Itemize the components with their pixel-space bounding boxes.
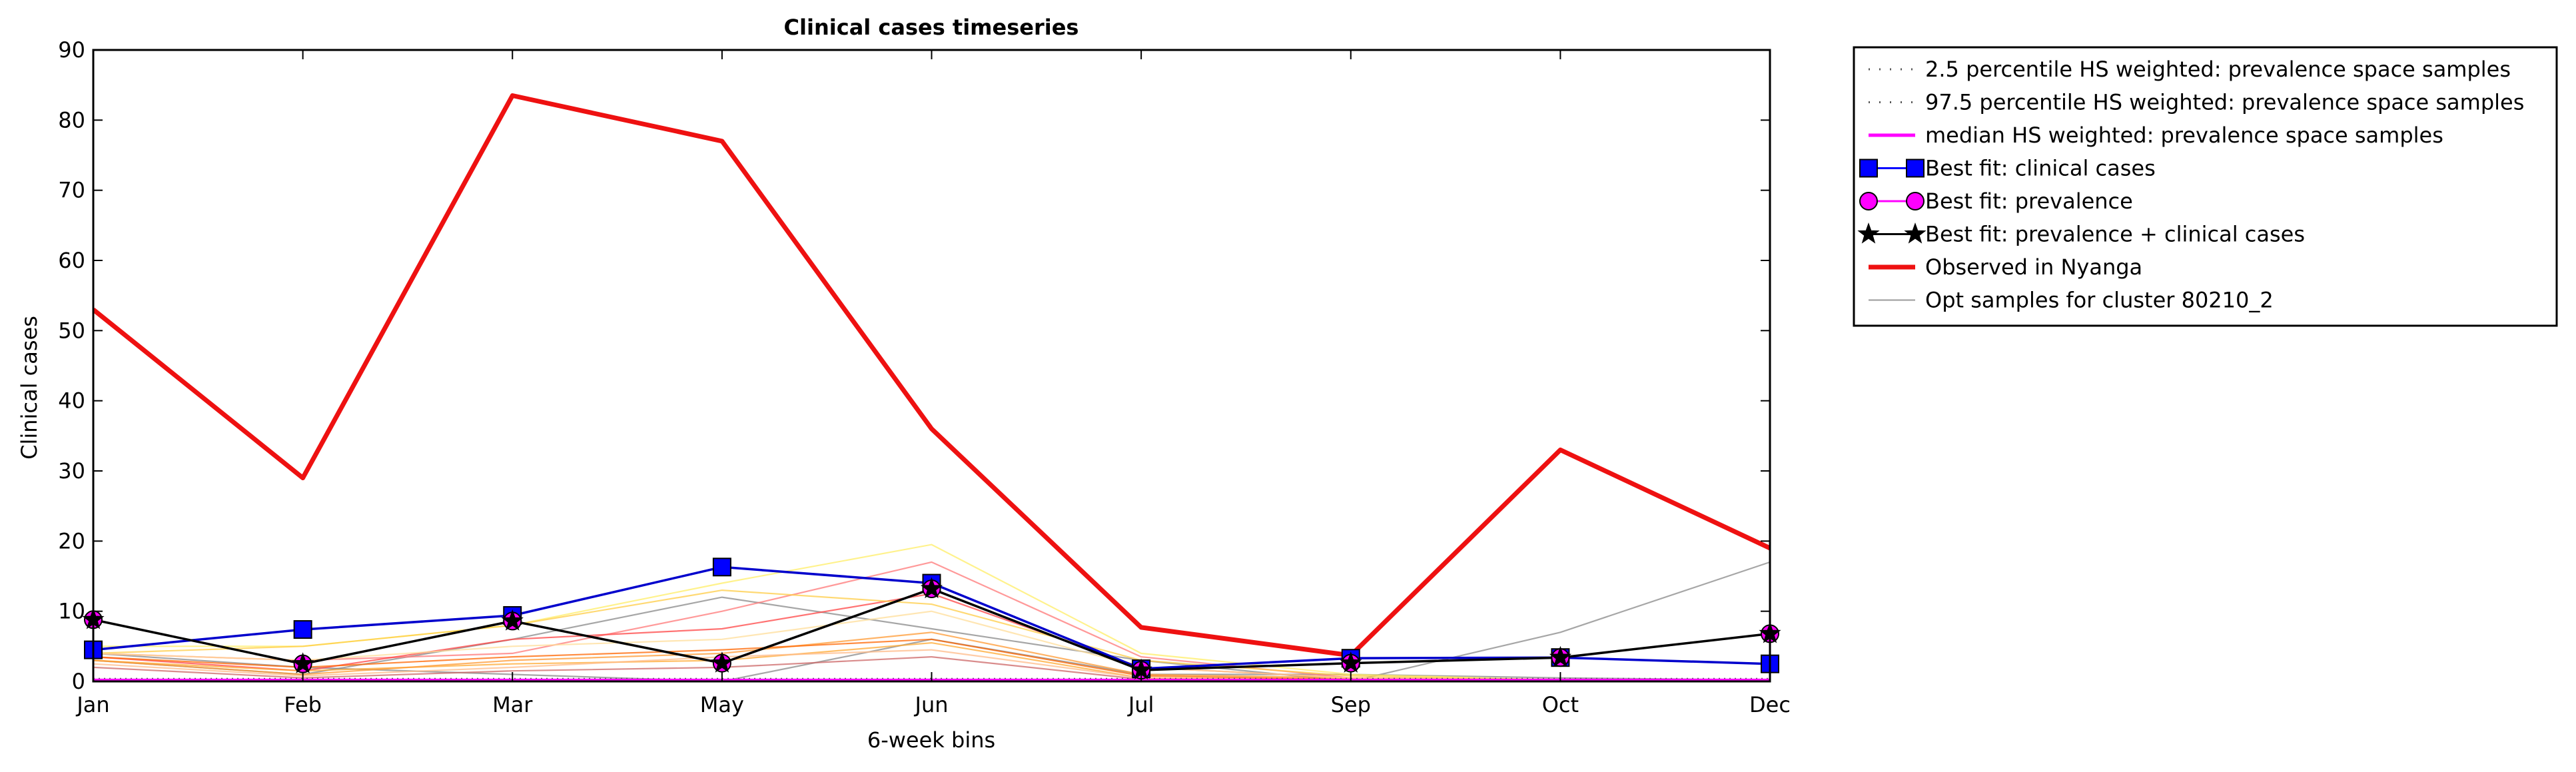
legend-label: Best fit: prevalence + clinical cases [1925, 222, 2305, 247]
observed-line [93, 93, 1770, 658]
x-tick-label: May [700, 692, 744, 717]
plot-area: 0 10 20 30 40 50 60 70 80 90 Jan Feb Mar May Jun Jul Sep… [58, 37, 1791, 717]
y-tick-label: 30 [58, 458, 85, 484]
x-tick-label: Oct [1542, 692, 1579, 717]
x-tick-label: Jun [914, 692, 949, 717]
legend-label: Opt samples for cluster 80210_2 [1925, 288, 2274, 313]
best-fit-clinical-point [293, 620, 312, 639]
legend-marker [1859, 159, 1878, 178]
y-tick-label: 60 [58, 248, 85, 273]
legend-label: Best fit: clinical cases [1925, 156, 2156, 181]
legend-label: Best fit: prevalence [1925, 189, 2133, 214]
opt-sample-line-12 [93, 610, 1770, 681]
best-fit-prev-clinical-point [291, 652, 314, 673]
x-axis-title: 6-week bins [867, 727, 995, 753]
legend-item: Best fit: prevalence [1859, 189, 2133, 214]
legend-label: 2.5 percentile HS weighted: prevalence s… [1925, 57, 2511, 82]
best-fit-prev-clinical-point [501, 609, 524, 631]
legend-marker [1906, 159, 1925, 178]
best-fit-prev-clinical-point [1340, 651, 1362, 673]
legend-item: 2.5 percentile HS weighted: prevalence s… [1869, 57, 2511, 82]
legend-label: Observed in Nyanga [1925, 254, 2142, 280]
legend: 2.5 percentile HS weighted: prevalence s… [1853, 46, 2558, 327]
legend-item: 97.5 percentile HS weighted: prevalence … [1869, 90, 2524, 115]
x-tick-label: Feb [284, 692, 322, 717]
best-fit-prev-clinical-point [1549, 645, 1572, 667]
legend-marker [1857, 222, 1880, 244]
legend-item: Observed in Nyanga [1869, 254, 2142, 280]
y-tick-label: 90 [58, 37, 85, 63]
best-fit-prev-clinical-point [711, 651, 733, 673]
opt-sample-line-1 [93, 561, 1770, 681]
x-tick-label: Jul [1127, 692, 1154, 717]
y-tick-label: 10 [58, 599, 85, 624]
best-fit-prev-clinical-point [920, 577, 943, 599]
y-tick-label: 20 [58, 528, 85, 554]
legend-item: Opt samples for cluster 80210_2 [1869, 288, 2274, 313]
y-axis-title: Clinical cases [17, 316, 42, 460]
legend-marker [1906, 192, 1925, 210]
legend-label: median HS weighted: prevalence space sam… [1925, 123, 2443, 148]
x-tick-label: Sep [1331, 692, 1371, 717]
y-tick-label: 40 [58, 388, 85, 414]
y-tick-label: 50 [58, 318, 85, 343]
legend-marker [1904, 222, 1927, 244]
y-tick-label: 0 [72, 669, 85, 694]
legend-item: median HS weighted: prevalence space sam… [1869, 123, 2443, 148]
x-tick-label: Dec [1749, 692, 1791, 717]
legend-item: Best fit: clinical cases [1859, 156, 2156, 181]
y-tick-label: 80 [58, 107, 85, 133]
opt-sample-line-5 [93, 544, 1770, 681]
best-fit-clinical-point [712, 558, 731, 577]
x-tick-label: Mar [492, 692, 533, 717]
legend-marker [1859, 192, 1878, 210]
legend-item: Best fit: prevalence + clinical cases [1857, 222, 2305, 247]
legend-label: 97.5 percentile HS weighted: prevalence … [1925, 90, 2524, 115]
chart-title: Clinical cases timeseries [784, 15, 1079, 40]
y-tick-label: 70 [58, 178, 85, 203]
x-tick-label: Jan [75, 692, 109, 717]
legend-frame [1853, 46, 2558, 327]
